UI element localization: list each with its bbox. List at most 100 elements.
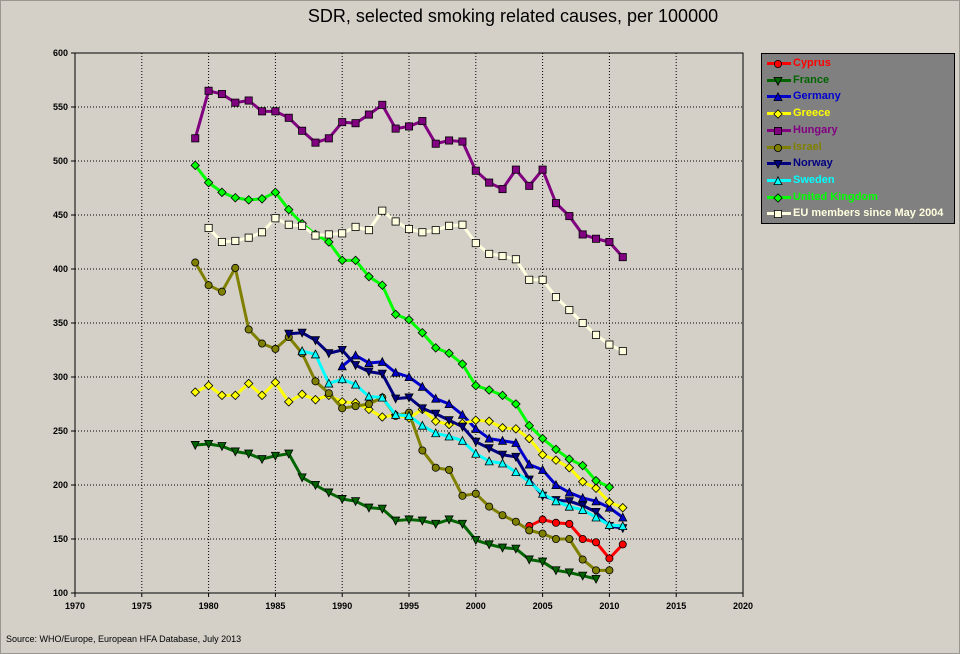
legend-item: Hungary <box>762 124 954 141</box>
data-point <box>618 520 628 531</box>
data-point <box>284 449 294 459</box>
data-point <box>337 495 347 505</box>
y-tick-label: 200 <box>53 480 68 490</box>
legend-marker <box>773 160 783 170</box>
data-point <box>537 433 548 444</box>
data-point <box>324 237 334 247</box>
data-point <box>511 255 520 264</box>
data-point <box>417 327 428 338</box>
data-point <box>485 178 494 187</box>
legend-marker-shape <box>773 210 782 219</box>
legend-marker <box>773 126 782 135</box>
legend-label: Sweden <box>793 173 835 186</box>
legend-label: Israel <box>793 140 822 153</box>
y-tick-label: 500 <box>53 156 68 166</box>
data-point <box>244 449 254 459</box>
data-point <box>310 394 321 405</box>
data-point <box>604 502 615 512</box>
data-point <box>511 424 521 434</box>
data-point <box>350 255 361 266</box>
data-point <box>230 192 241 203</box>
data-point <box>297 328 307 338</box>
data-point <box>431 139 440 148</box>
data-point <box>257 390 267 401</box>
data-point <box>258 107 267 116</box>
data-point <box>431 393 441 403</box>
data-point <box>618 347 627 356</box>
legend-item: Cyprus <box>762 57 954 74</box>
data-point <box>311 231 320 240</box>
data-point <box>525 181 534 190</box>
data-point <box>578 318 587 327</box>
data-point <box>445 465 454 474</box>
data-point <box>578 504 588 514</box>
data-point <box>592 538 601 547</box>
data-point <box>591 507 601 518</box>
data-point <box>231 263 240 272</box>
y-tick-label: 150 <box>53 534 68 544</box>
data-point <box>497 543 508 553</box>
data-point <box>471 380 481 391</box>
data-point <box>284 113 293 122</box>
data-point <box>605 237 614 246</box>
data-point <box>417 516 428 526</box>
data-point <box>564 497 574 507</box>
data-point <box>444 348 454 359</box>
data-point <box>511 517 520 526</box>
legend-marker-shape <box>773 76 783 86</box>
data-point <box>538 165 547 174</box>
x-tick-label: 1990 <box>332 601 352 611</box>
data-point <box>511 544 521 554</box>
data-point <box>418 228 427 237</box>
y-tick-label: 550 <box>53 102 68 112</box>
data-point <box>511 452 521 462</box>
data-point <box>404 393 414 403</box>
data-point <box>191 258 200 267</box>
legend-marker-shape <box>773 109 783 119</box>
data-point <box>338 404 347 413</box>
x-tick-label: 1970 <box>65 601 85 611</box>
data-point <box>217 237 226 246</box>
x-tick-label: 2000 <box>466 601 486 611</box>
data-point <box>417 420 428 430</box>
data-point <box>471 423 481 433</box>
data-point <box>551 455 561 465</box>
legend-marker <box>773 92 783 102</box>
data-point <box>351 402 360 411</box>
legend-item: United Kingdom <box>762 191 954 208</box>
data-point <box>457 422 468 432</box>
data-point <box>578 571 588 581</box>
data-point <box>270 451 281 461</box>
legend-marker <box>773 192 783 203</box>
data-point <box>511 466 521 477</box>
data-point <box>338 229 347 238</box>
data-point <box>417 404 428 414</box>
data-point <box>324 134 333 143</box>
data-point <box>471 166 480 175</box>
data-point <box>444 515 454 525</box>
data-point <box>524 420 535 431</box>
legend-marker <box>773 175 783 185</box>
data-point <box>351 222 360 231</box>
data-point <box>444 398 454 409</box>
data-point <box>604 497 615 508</box>
data-point <box>498 185 507 194</box>
data-point <box>191 134 200 143</box>
data-point <box>297 473 307 483</box>
data-point <box>431 409 441 419</box>
data-point <box>485 502 494 511</box>
data-point <box>364 271 374 282</box>
data-point <box>243 195 254 205</box>
data-point <box>497 450 508 460</box>
data-point <box>485 249 494 258</box>
data-point <box>537 449 548 460</box>
data-point <box>391 217 400 226</box>
data-point <box>565 535 574 544</box>
data-point <box>524 555 534 565</box>
data-point <box>244 325 253 334</box>
legend: Cyprus France Germany Greece Hungary Israel No… <box>761 53 955 224</box>
data-point <box>445 136 454 145</box>
data-point <box>417 381 428 391</box>
series-line <box>194 164 611 489</box>
legend-marker-shape <box>773 192 783 203</box>
